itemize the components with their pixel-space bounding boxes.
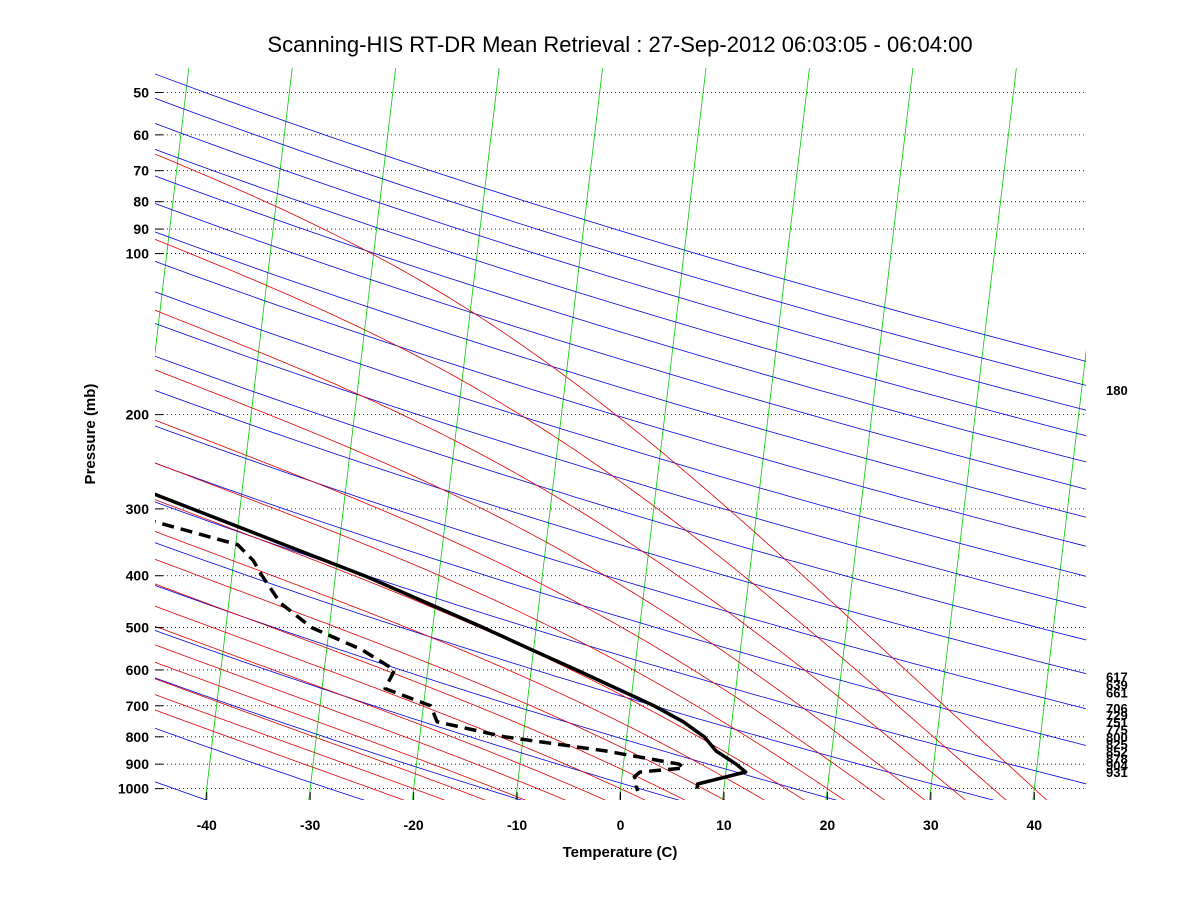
profile-series: [155, 492, 748, 792]
isotherm-line: [204, 68, 293, 800]
isotherm-line: [825, 68, 914, 800]
dry-adiabat-line: [155, 677, 523, 800]
pressure-annotation: 639: [1106, 678, 1128, 693]
dry-adiabat-line: [155, 291, 1086, 577]
pressure-annotation: 825: [1106, 737, 1128, 752]
moist-adiabat-line: [155, 644, 567, 800]
pressure-annotation: 878: [1106, 751, 1128, 766]
pressure-annotation: 706: [1106, 701, 1128, 716]
x-tick-label: -30: [300, 817, 320, 833]
plot-area: [155, 68, 1086, 800]
isotherm-line: [929, 68, 1017, 800]
moist-adiabat-line: [155, 558, 726, 800]
moist-adiabat-line: [155, 309, 966, 800]
pressure-annotation: 617: [1106, 669, 1128, 684]
moist-adiabat-lines: [155, 153, 1048, 800]
right-pressure-annotations: 180 6176396617067297517758008258528789049…: [1106, 383, 1128, 780]
chart-title: Scanning-HIS RT-DR Mean Retrieval : 27-S…: [267, 32, 972, 57]
pressure-annotation: 800: [1106, 730, 1128, 745]
moist-adiabat-line: [155, 678, 487, 800]
y-tick-label: 900: [126, 756, 150, 772]
dry-adiabat-line: [155, 425, 1086, 710]
dry-adiabat-line: [155, 260, 1086, 547]
moist-adiabat-line: [155, 605, 646, 800]
pressure-annotation: 729: [1106, 708, 1128, 723]
x-tick-label: 30: [923, 817, 939, 833]
temperature-profile-line: [155, 492, 748, 789]
dry-adiabat-line: [155, 148, 1086, 437]
pressure-annotation: 931: [1106, 765, 1128, 780]
x-tick-label: 10: [716, 817, 732, 833]
isotherm-line: [411, 68, 500, 800]
dry-adiabat-line: [155, 322, 1086, 608]
pressure-annotation: 661: [1106, 685, 1128, 700]
pressure-annotation: 751: [1106, 715, 1128, 730]
y-tick-label: 600: [126, 662, 150, 678]
isotherm-line: [618, 68, 707, 800]
moist-adiabat-line: [155, 462, 846, 800]
isotherm-line: [722, 68, 810, 800]
y-axis-ticks: 50 60 70 80 90 100 200 300 400 500 600 700 800 900 100…: [118, 84, 163, 797]
pressure-annotation: 180: [1106, 383, 1128, 398]
dry-adiabat-line: [155, 585, 838, 800]
dry-adiabat-lines: [155, 73, 1086, 800]
y-tick-label: 60: [133, 127, 149, 143]
dewpoint-profile-line: [155, 519, 686, 792]
y-tick-label: 50: [133, 84, 149, 100]
y-tick-label: 800: [126, 729, 150, 745]
y-tick-label: 400: [126, 568, 150, 584]
x-tick-label: -40: [197, 817, 217, 833]
x-axis-ticks: -40 -30 -20 -10 0 10 20 30 40: [197, 792, 1042, 833]
dry-adiabat-line: [155, 542, 995, 800]
pressure-annotation: 904: [1106, 758, 1128, 773]
moist-adiabat-line: [155, 694, 446, 800]
x-axis-label: Temperature (C): [563, 844, 678, 861]
pressure-annotation: 775: [1106, 722, 1128, 737]
moist-adiabat-line: [155, 369, 926, 800]
dry-adiabat-line: [155, 629, 680, 800]
moist-adiabat-line: [155, 583, 686, 800]
x-tick-label: 0: [617, 817, 625, 833]
y-tick-label: 70: [133, 163, 149, 179]
y-tick-label: 200: [126, 407, 150, 423]
moist-adiabat-line: [155, 238, 1007, 800]
y-tick-label: 300: [126, 501, 150, 517]
moist-adiabat-line: [155, 661, 527, 800]
isotherm-lines: [155, 68, 1086, 800]
moist-adiabat-line: [155, 625, 607, 800]
isotherm-line: [308, 68, 397, 800]
pressure-annotation: 852: [1106, 744, 1128, 759]
y-tick-label: 700: [126, 698, 150, 714]
dry-adiabat-line: [155, 390, 1086, 675]
dry-adiabat-line: [155, 175, 1086, 463]
isotherm-line: [515, 68, 603, 800]
y-tick-label: 90: [133, 221, 149, 237]
isotherm-line: [155, 68, 190, 357]
y-tick-label: 500: [126, 620, 150, 636]
x-tick-label: 40: [1026, 817, 1042, 833]
dry-adiabat-line: [155, 462, 1086, 746]
x-tick-label: -20: [403, 817, 423, 833]
moist-adiabat-line: [155, 153, 1048, 800]
moist-adiabat-line: [155, 530, 766, 800]
isotherm-line: [1032, 349, 1086, 800]
y-axis-label: Pressure (mb): [82, 384, 99, 485]
dry-adiabat-line: [155, 203, 1086, 490]
x-tick-label: -10: [507, 817, 527, 833]
dry-adiabat-line: [155, 727, 365, 800]
y-tick-label: 80: [133, 194, 149, 210]
y-tick-label: 100: [126, 246, 150, 262]
moist-adiabat-line: [155, 709, 405, 800]
moist-adiabat-line: [155, 419, 886, 800]
x-tick-label: 20: [820, 817, 836, 833]
y-tick-label: 1000: [118, 781, 149, 797]
dry-adiabat-line: [155, 231, 1086, 518]
dry-adiabat-line: [155, 501, 1086, 785]
dry-adiabat-line: [155, 355, 1086, 641]
